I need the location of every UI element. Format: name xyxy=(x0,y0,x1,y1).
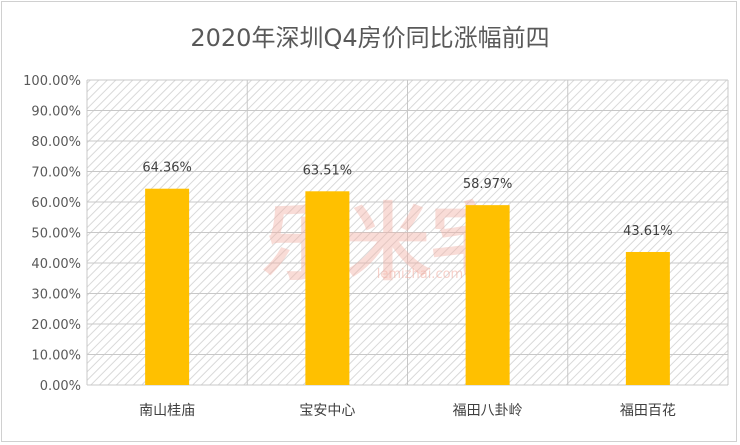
y-tick-label: 90.00% xyxy=(31,105,81,120)
y-tick-label: 100.00% xyxy=(23,74,81,89)
data-labels: 64.36% 63.51% 58.97% 43.61% xyxy=(142,161,672,239)
bar xyxy=(145,188,190,385)
category-label: 宝安中心 xyxy=(299,403,355,419)
bar xyxy=(305,191,350,385)
y-tick-label: 30.00% xyxy=(31,288,81,303)
category-label: 福田百花 xyxy=(620,403,676,419)
data-label: 64.36% xyxy=(142,161,192,176)
chart-title: 2020年深圳Q4房价同比涨幅前四 xyxy=(190,24,550,52)
y-tick-label: 40.00% xyxy=(31,257,81,272)
data-label: 63.51% xyxy=(303,163,353,178)
y-tick-label: 0.00% xyxy=(40,379,81,394)
y-tick-label: 80.00% xyxy=(31,135,81,150)
y-axis-ticks: 0.00% 10.00% 20.00% 30.00% 40.00% 50.00% 60.00… xyxy=(23,74,81,394)
y-tick-label: 50.00% xyxy=(31,227,81,242)
bars xyxy=(145,188,670,385)
category-labels: 南山桂庙 宝安中心 福田八卦岭 福田百花 xyxy=(139,403,676,419)
y-tick-label: 20.00% xyxy=(31,318,81,333)
y-tick-label: 70.00% xyxy=(31,166,81,181)
category-label: 南山桂庙 xyxy=(139,403,195,419)
bar xyxy=(465,205,510,385)
data-label: 58.97% xyxy=(463,177,513,192)
category-label: 福田八卦岭 xyxy=(453,403,523,419)
y-tick-label: 10.00% xyxy=(31,349,81,364)
data-label: 43.61% xyxy=(623,224,673,239)
y-tick-label: 60.00% xyxy=(31,196,81,211)
bar xyxy=(625,251,670,385)
category-dividers xyxy=(86,80,729,385)
watermark-subtext: lemizhai.com xyxy=(377,267,463,282)
